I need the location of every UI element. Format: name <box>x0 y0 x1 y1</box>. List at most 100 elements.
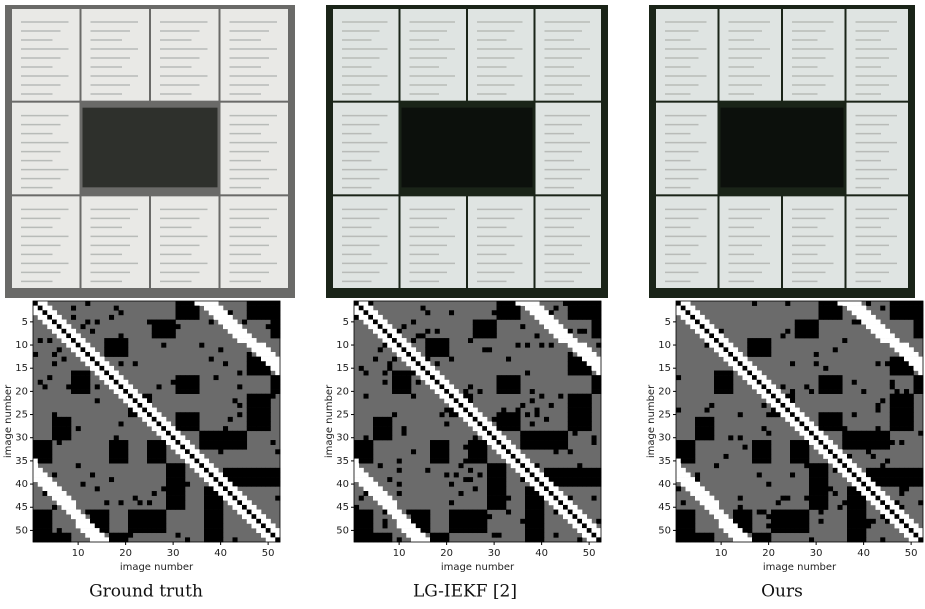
matrix-cell <box>104 338 109 343</box>
matrix-cell <box>119 361 124 366</box>
matrix-cell <box>497 463 502 468</box>
matrix-cell <box>871 491 876 496</box>
matrix-cell <box>554 500 559 505</box>
matrix-cell <box>795 426 800 431</box>
matrix-cell <box>233 431 238 436</box>
matrix-cell <box>104 528 109 533</box>
matrix-cell <box>568 510 573 515</box>
matrix-cell <box>109 347 114 352</box>
matrix-cell <box>247 301 252 306</box>
matrix-cell <box>861 445 866 450</box>
matrix-cell <box>914 361 919 366</box>
matrix-cell <box>147 440 152 445</box>
matrix-cell <box>733 357 738 362</box>
matrix-cell <box>256 301 261 306</box>
matrix-cell <box>899 347 904 352</box>
matrix-cell <box>81 347 86 352</box>
matrix-cell <box>373 324 378 329</box>
matrix-cell <box>752 440 757 445</box>
matrix-cell <box>180 500 185 505</box>
matrix-cell <box>402 514 407 519</box>
matrix-cell <box>266 315 271 320</box>
matrix-cell <box>766 459 771 464</box>
matrix-cell <box>440 412 445 417</box>
matrix-cell <box>785 398 790 403</box>
matrix-cell <box>214 468 219 473</box>
matrix-cell <box>128 403 133 408</box>
matrix-cell <box>247 315 252 320</box>
matrix-cell <box>819 389 824 394</box>
matrix-cell <box>695 315 700 320</box>
matrix-cell <box>738 528 743 533</box>
matrix-cell <box>85 389 90 394</box>
matrix-cell <box>525 528 530 533</box>
matrix-cell <box>266 366 271 371</box>
matrix-cell <box>852 477 857 482</box>
matrix-cell <box>520 454 525 459</box>
matrix-cell <box>252 310 257 315</box>
matrix-cell <box>482 514 487 519</box>
matrix-cell <box>681 533 686 538</box>
matrix-cell <box>596 528 601 533</box>
matrix-cell <box>421 510 426 515</box>
matrix-cell <box>577 371 582 376</box>
matrix-cell <box>520 403 525 408</box>
matrix-cell <box>459 408 464 413</box>
matrix-cell <box>33 514 38 519</box>
matrix-cell <box>199 454 204 459</box>
matrix-cell <box>33 537 38 542</box>
matrix-cell <box>478 528 483 533</box>
matrix-cell <box>62 417 67 422</box>
matrix-cell <box>563 431 568 436</box>
matrix-cell <box>819 491 824 496</box>
matrix-cell <box>838 417 843 422</box>
matrix-cell <box>387 426 392 431</box>
matrix-cell <box>85 371 90 376</box>
matrix-cell <box>686 528 691 533</box>
y-tick-label: 15 <box>336 363 349 374</box>
matrix-cell <box>876 491 881 496</box>
matrix-cell <box>876 403 881 408</box>
matrix-cell <box>95 519 100 524</box>
matrix-cell <box>790 514 795 519</box>
matrix-cell <box>364 440 369 445</box>
matrix-cell <box>861 528 866 533</box>
matrix-cell <box>218 510 223 515</box>
matrix-cell <box>690 523 695 528</box>
caption: Ours <box>761 582 803 602</box>
matrix-cell <box>252 403 257 408</box>
matrix-cell <box>899 310 904 315</box>
matrix-cell <box>397 384 402 389</box>
matrix-cell <box>766 514 771 519</box>
matrix-cell <box>271 384 276 389</box>
matrix-cell <box>157 324 162 329</box>
matrix-cell <box>804 324 809 329</box>
matrix-cell <box>62 500 67 505</box>
matrix-cell <box>752 371 757 376</box>
matrix-cell <box>271 366 276 371</box>
matrix-cell <box>185 315 190 320</box>
matrix-cell <box>487 333 492 338</box>
matrix-cell <box>100 537 105 542</box>
matrix-cell <box>109 449 114 454</box>
matrix-cell <box>681 440 686 445</box>
matrix-cell <box>785 514 790 519</box>
matrix-cell <box>85 510 90 515</box>
matrix-cell <box>895 468 900 473</box>
matrix-cell <box>800 445 805 450</box>
matrix-cell <box>468 412 473 417</box>
matrix-cell <box>592 468 597 473</box>
matrix-cell <box>473 519 478 524</box>
x-tick-label: 20 <box>762 548 775 559</box>
matrix-cell <box>478 510 483 515</box>
matrix-cell <box>161 523 166 528</box>
matrix-cell <box>242 320 247 325</box>
matrix-cell <box>38 523 43 528</box>
matrix-cell <box>790 449 795 454</box>
matrix-cell <box>719 384 724 389</box>
matrix-cell <box>890 366 895 371</box>
matrix-cell <box>435 440 440 445</box>
matrix-cell <box>354 468 359 473</box>
matrix-cell <box>762 343 767 348</box>
matrix-cell <box>487 486 492 491</box>
